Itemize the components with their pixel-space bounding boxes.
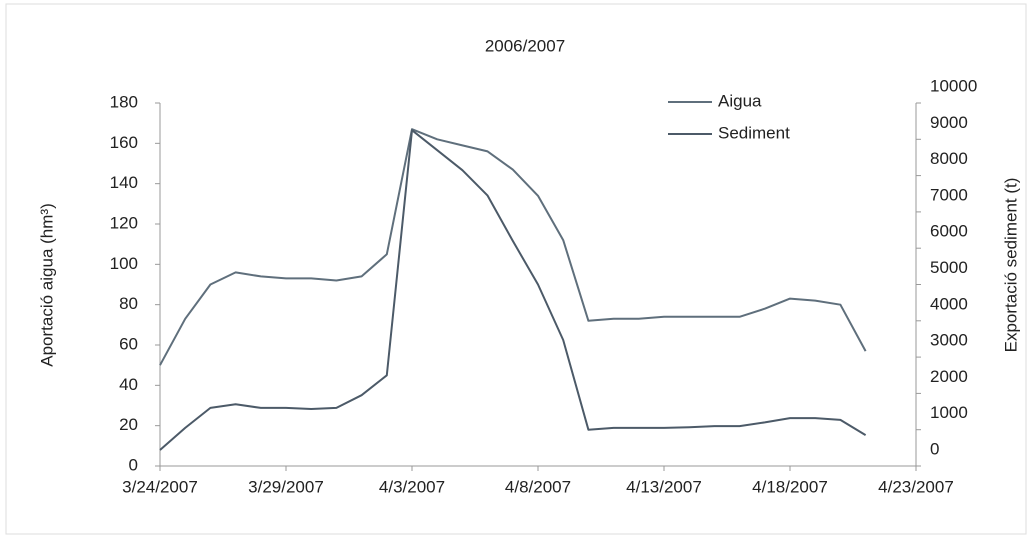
y-tick-label: 80 [119,294,138,313]
x-tick-label: 4/18/2007 [752,477,828,496]
chart-frame [5,3,1027,535]
y2-tick-label: 10000 [930,76,977,95]
x-tick-label: 4/13/2007 [626,477,702,496]
y-tick-label: 120 [110,213,138,232]
chart-title: 2006/2007 [485,36,565,55]
x-tick-label: 4/23/2007 [878,477,954,496]
y-tick-label: 0 [129,455,138,474]
y2-tick-label: 5000 [930,258,968,277]
y2-axis-label: Exportació sediment (t) [1001,178,1020,353]
y-tick-label: 40 [119,375,138,394]
x-tick-label: 4/3/2007 [379,477,445,496]
y-tick-label: 100 [110,254,138,273]
y2-tick-label: 3000 [930,331,968,350]
y2-tick-label: 9000 [930,113,968,132]
y2-tick-label: 8000 [930,149,968,168]
data-line [159,129,867,451]
y-tick-label: 20 [119,415,138,434]
y-tick-label: 60 [119,334,138,353]
y2-tick-label: 1000 [930,403,968,422]
y2-tick-label: 6000 [930,222,968,241]
y2-tick-label: 4000 [930,294,968,313]
legend-label: Sediment [718,123,790,142]
y-tick-label: 180 [110,92,138,111]
legend-label: Aigua [718,91,762,110]
y2-tick-label: 7000 [930,185,968,204]
y-axis-label: Aportació aigua (hm³) [37,203,56,366]
y-tick-label: 160 [110,133,138,152]
y-tick-label: 140 [110,173,138,192]
y2-tick-label: 0 [930,439,939,458]
data-line [159,128,867,366]
x-tick-label: 3/24/2007 [122,477,198,496]
x-tick-label: 4/8/2007 [505,477,571,496]
y2-tick-label: 2000 [930,367,968,386]
x-tick-label: 3/29/2007 [248,477,324,496]
